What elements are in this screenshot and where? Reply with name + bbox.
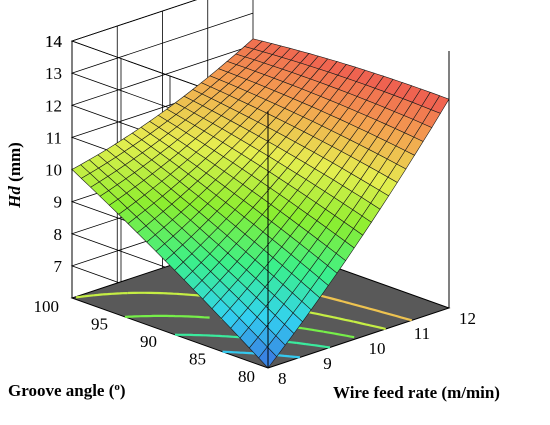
y-tick-label: 80	[238, 367, 255, 386]
z-tick-label: 14	[45, 32, 63, 51]
z-tick-label: 9	[54, 193, 63, 212]
y-tick-label: 100	[34, 297, 60, 316]
box-frame	[71, 41, 450, 368]
z-tick-label: 13	[45, 64, 62, 83]
z-tick-label: 12	[45, 96, 62, 115]
z-tick-label: 7	[54, 257, 63, 276]
x-tick-label: 11	[414, 324, 430, 343]
response-surface	[71, 38, 450, 369]
y-tick-label: 95	[91, 315, 108, 334]
y-axis-title: Groove angle (o)	[8, 381, 126, 400]
x-tick-label: 9	[323, 354, 332, 373]
y-tick-label: 90	[140, 332, 157, 351]
x-tick-label: 8	[278, 369, 287, 388]
y-tick-label: 85	[189, 350, 206, 369]
z-axis-title: Hd (mm)	[5, 142, 24, 209]
x-tick-label: 10	[369, 339, 386, 358]
z-tick-label: 11	[46, 128, 62, 147]
z-tick-label: 10	[45, 161, 62, 180]
x-tick-label: 12	[459, 309, 476, 328]
z-tick-label: 14	[45, 32, 63, 51]
x-axis-title: Wire feed rate (m/min)	[333, 383, 500, 402]
z-tick-label: 8	[54, 225, 63, 244]
